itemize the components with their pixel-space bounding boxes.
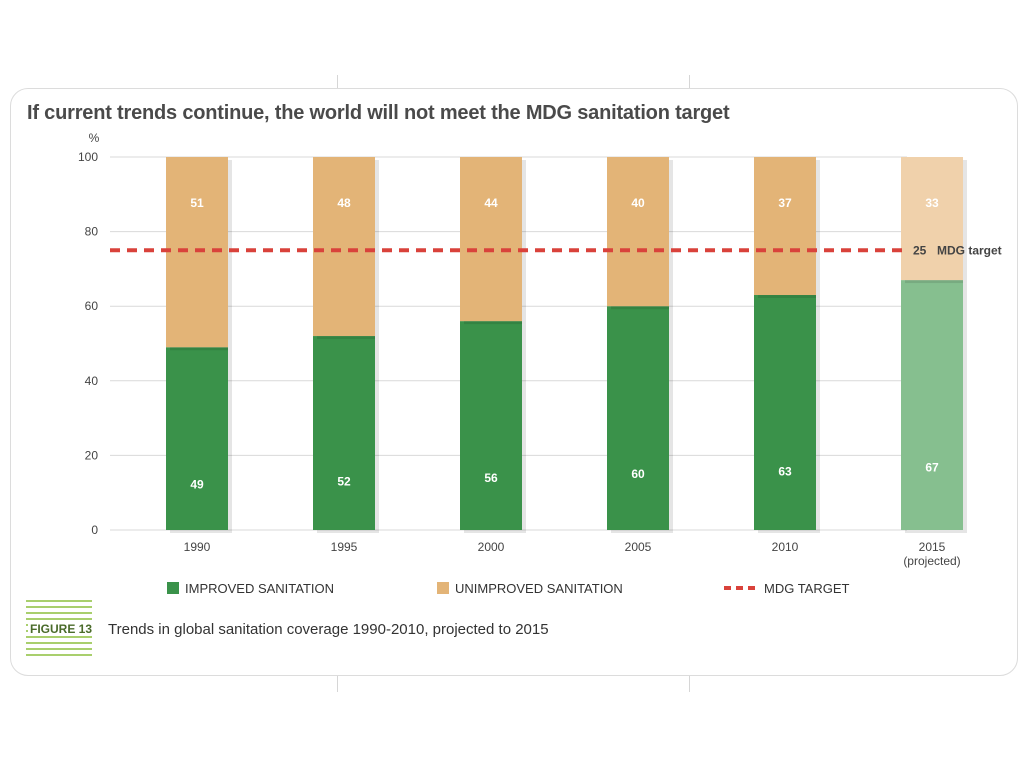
guide-line (337, 75, 338, 88)
data-label: 60 (631, 467, 645, 481)
data-label: 33 (925, 196, 939, 210)
data-label: 56 (484, 471, 498, 485)
y-tick-label: 20 (85, 448, 99, 462)
legend-label-unimproved: UNIMPROVED SANITATION (455, 581, 623, 596)
figure-label: FIGURE 13 (28, 622, 95, 636)
chart-title: If current trends continue, the world wi… (27, 102, 730, 124)
data-label: 48 (337, 196, 351, 210)
data-label: 44 (484, 196, 498, 210)
bar-segment-unimproved (901, 157, 963, 281)
bar-segment-improved (313, 336, 375, 530)
guide-line (689, 75, 690, 88)
bar-segment-improved (754, 295, 816, 530)
data-label: 51 (190, 196, 204, 210)
bar-segment-unimproved (460, 157, 522, 322)
y-tick-label: 0 (91, 523, 98, 537)
data-label: 40 (631, 196, 645, 210)
legend-swatch-unimproved (437, 582, 449, 594)
bar-segment-unimproved (313, 157, 375, 337)
legend-label-improved: IMPROVED SANITATION (185, 581, 334, 596)
x-tick-label: 2005 (625, 540, 652, 554)
legend-label-mdg: MDG TARGET (764, 581, 850, 596)
bar-segment-improved (607, 306, 669, 530)
data-label: 67 (925, 461, 939, 475)
x-tick-note: (projected) (903, 554, 960, 568)
bar-segment-unimproved (607, 157, 669, 307)
y-tick-label: 40 (85, 374, 99, 388)
bar-segment-improved (901, 280, 963, 530)
x-tick-label: 2010 (772, 540, 799, 554)
x-tick-label: 1995 (331, 540, 358, 554)
x-tick-label: 1990 (184, 540, 211, 554)
y-axis-label: % (89, 131, 100, 145)
y-tick-label: 60 (85, 299, 99, 313)
y-tick-label: 100 (78, 150, 98, 164)
data-label: 37 (778, 196, 792, 210)
data-label: 63 (778, 464, 792, 478)
x-tick-label: 2015 (919, 540, 946, 554)
bar-segment-improved (166, 347, 228, 530)
legend-swatch-improved (167, 582, 179, 594)
x-tick-label: 2000 (478, 540, 505, 554)
y-tick-label: 80 (85, 225, 99, 239)
mdg-target-label: MDG target (937, 243, 1002, 257)
bar-segment-unimproved (754, 157, 816, 296)
data-label: 52 (337, 475, 351, 489)
data-label: 49 (190, 477, 204, 491)
mdg-target-value: 25 (913, 243, 927, 257)
guide-line (689, 675, 690, 692)
figure-caption: Trends in global sanitation coverage 199… (108, 621, 549, 638)
guide-line (337, 675, 338, 692)
bar-segment-improved (460, 321, 522, 530)
